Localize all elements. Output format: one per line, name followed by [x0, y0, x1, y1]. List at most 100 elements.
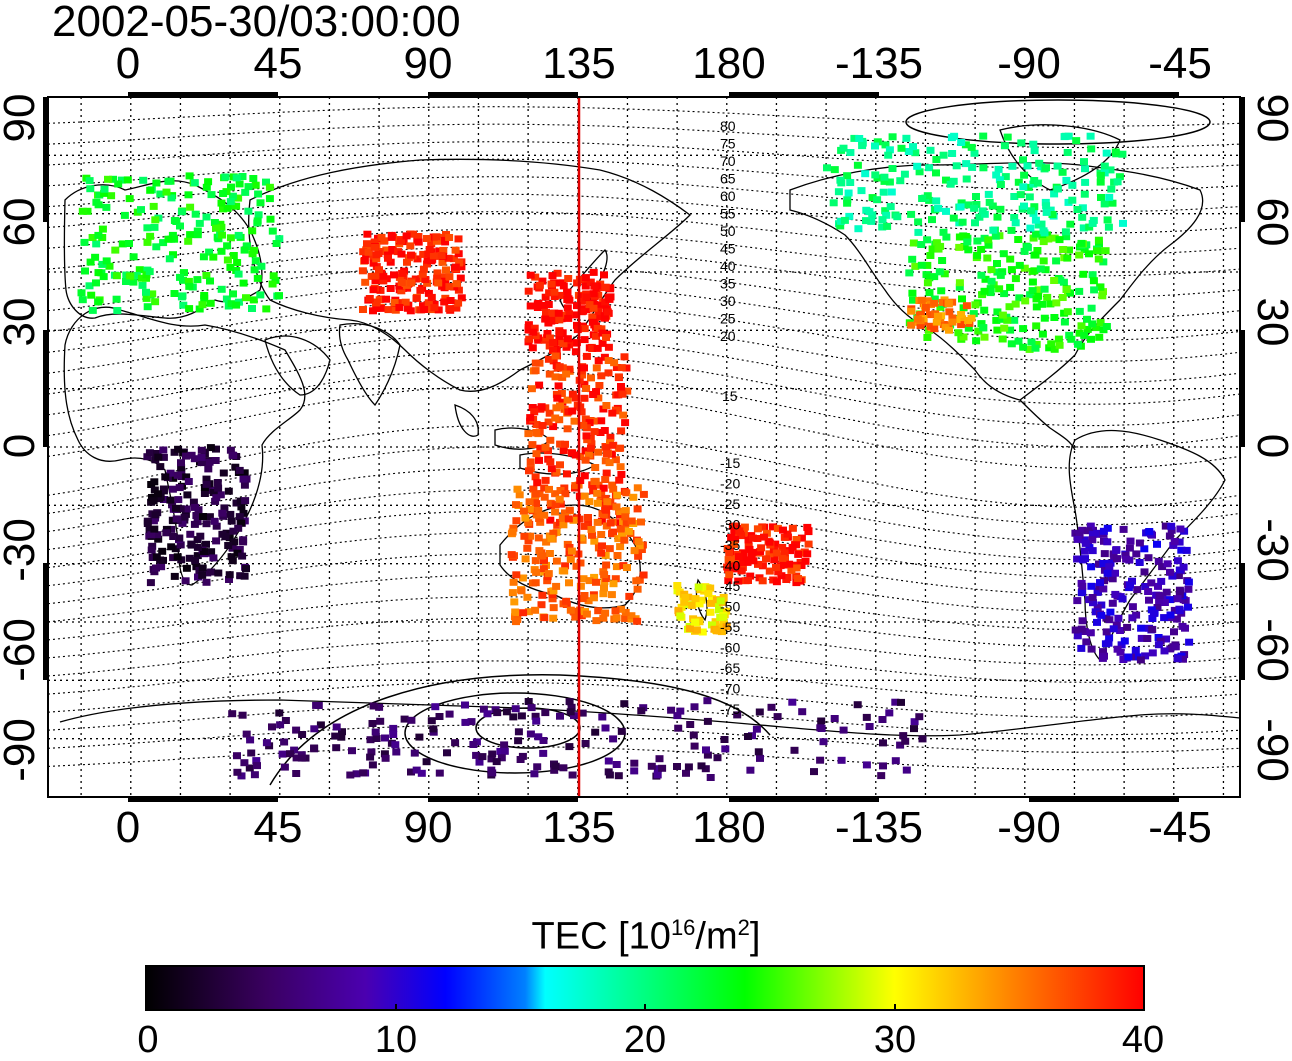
tec-data-cell: [576, 452, 585, 460]
tec-data-cell: [1167, 522, 1176, 530]
tec-data-cell: [149, 517, 158, 525]
tec-data-cell: [492, 758, 501, 766]
tec-data-cell: [580, 492, 589, 500]
tec-data-cell: [620, 536, 629, 544]
tec-data-cell: [632, 577, 641, 585]
tec-data-cell: [532, 450, 541, 458]
tec-data-cell: [545, 289, 554, 297]
tec-data-cell: [563, 470, 571, 478]
tec-data-cell: [1136, 656, 1145, 664]
tec-data-cell: [986, 289, 995, 297]
tec-data-cell: [440, 236, 449, 244]
tec-data-cell: [541, 476, 550, 484]
tec-data-cell: [911, 149, 920, 157]
tec-data-cell: [1096, 319, 1105, 327]
tec-data-cell: [617, 605, 626, 613]
tec-data-cell: [421, 276, 430, 283]
tec-data-cell: [1103, 569, 1112, 577]
tec-data-cell: [180, 513, 189, 521]
tec-data-cell: [1075, 287, 1084, 295]
top-lon-tick: -45: [1148, 39, 1212, 88]
tec-data-cell: [530, 324, 539, 332]
tec-data-cell: [185, 172, 194, 180]
tec-data-cell: [910, 718, 919, 726]
tec-data-cell: [593, 344, 602, 352]
tec-data-cell: [1116, 627, 1125, 634]
tec-data-cell: [483, 710, 492, 718]
tec-data-cell: [550, 288, 559, 296]
tec-data-cell: [1038, 330, 1047, 338]
tec-data-cell: [617, 383, 625, 390]
geomagnetic-contour-line: [48, 532, 1240, 596]
tec-data-cell: [539, 749, 548, 757]
tec-data-cell: [754, 560, 762, 568]
tec-data-cell: [1080, 158, 1088, 166]
tec-data-cell: [591, 728, 600, 736]
tec-data-cell: [265, 183, 274, 191]
tec-data-cell: [613, 491, 622, 499]
tec-data-cell: [880, 173, 889, 181]
tec-data-cell: [512, 501, 520, 509]
tec-data-cell: [1154, 634, 1163, 641]
tec-data-cell: [551, 508, 560, 516]
tec-data-cell: [1096, 178, 1105, 186]
tec-data-cell: [228, 544, 237, 552]
tec-data-cell: [804, 540, 813, 548]
tec-data-cell: [298, 731, 307, 738]
tec-data-cell: [214, 569, 223, 577]
tec-data-cell: [207, 548, 216, 556]
tec-data-cell: [885, 146, 894, 154]
tec-data-cell: [216, 491, 225, 499]
tec-data-cell: [992, 171, 1001, 179]
tec-data-cell: [995, 176, 1004, 184]
geomagnetic-contour-line: [48, 724, 1240, 753]
tec-data-cell: [117, 176, 126, 184]
tec-data-cell: [1108, 575, 1117, 583]
tec-data-cell: [200, 548, 208, 556]
tec-data-cell: [932, 239, 941, 247]
tec-data-cell: [167, 525, 176, 533]
tec-data-cell: [752, 725, 761, 733]
tec-data-cell: [1121, 551, 1130, 559]
tec-data-cell: [887, 188, 896, 196]
tec-data-cell: [212, 224, 220, 232]
tec-data-cell: [981, 275, 990, 283]
tec-data-cell: [549, 614, 558, 622]
tec-data-cell: [390, 299, 399, 306]
tec-data-cell: [573, 302, 581, 310]
tec-data-cell: [555, 363, 564, 371]
tec-data-cell: [703, 751, 712, 759]
tec-data-cell: [582, 432, 591, 440]
tec-data-cell: [698, 628, 707, 636]
tec-data-cell: [873, 138, 882, 146]
tec-data-cell: [316, 721, 325, 729]
tec-data-cell: [765, 550, 774, 558]
tec-data-cell: [913, 162, 922, 170]
tec-data-cell: [1096, 579, 1104, 587]
tec-data-cell: [202, 475, 211, 483]
tec-data-cell: [232, 301, 241, 309]
tec-data-cell: [545, 550, 554, 557]
tec-data-cell: [923, 192, 932, 200]
tec-data-cell: [589, 594, 598, 602]
tec-data-cell: [1179, 655, 1187, 663]
tec-data-cell: [292, 754, 301, 762]
tec-data-cell: [1105, 634, 1114, 642]
tec-data-cell: [567, 547, 576, 555]
tec-data-cell: [998, 268, 1007, 276]
tec-data-cell: [597, 531, 606, 538]
tec-data-cell: [250, 266, 259, 274]
tec-data-cell: [524, 519, 533, 527]
tec-data-cell: [1039, 238, 1048, 246]
tec-data-cell: [532, 421, 541, 428]
tec-data-cell: [772, 578, 781, 586]
tec-data-cell: [993, 260, 1001, 267]
tec-data-cell: [627, 517, 636, 525]
tec-data-cell: [923, 236, 932, 244]
tec-data-cell: [625, 592, 634, 600]
tec-data-cell: [184, 191, 193, 199]
tec-data-cell: [78, 207, 87, 215]
tec-data-cell: [708, 621, 716, 629]
tec-data-cell: [614, 772, 623, 780]
tec-data-cell: [387, 231, 396, 239]
